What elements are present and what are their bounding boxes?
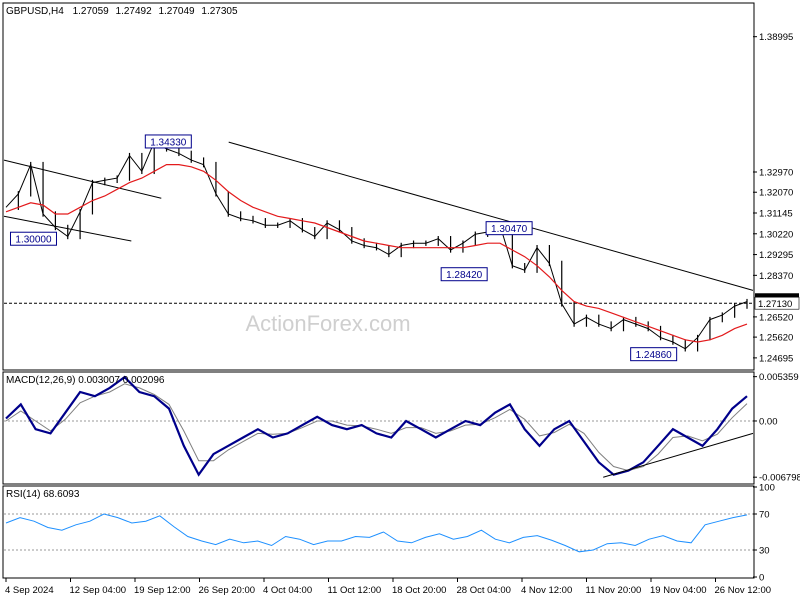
macd-title: MACD(12,26,9) 0.003007 0.002096 <box>6 375 165 386</box>
rsi-y-label: 30 <box>759 546 770 557</box>
macd-layer <box>4 375 754 478</box>
rsi-y-label: 0 <box>759 573 764 584</box>
annotation-label: 1.24860 <box>636 350 673 361</box>
annotation-label: 1.30000 <box>15 235 52 246</box>
x-tick-label: 28 Oct 04:00 <box>457 585 511 596</box>
price-layer: 1.34330 1.30000 1.28420 1.30470 1.24860 <box>3 134 754 362</box>
rsi-title: RSI(14) 68.6093 <box>6 489 80 500</box>
annotation-label: 1.34330 <box>150 137 187 148</box>
macd-y-label: 0.00 <box>759 416 778 427</box>
series-line-1 <box>5 164 748 343</box>
annotation-label: 1.30470 <box>491 224 528 235</box>
rsi-panel <box>2 485 755 579</box>
annotation-box <box>9 231 57 246</box>
macd-y-label: -0.006798 <box>759 473 800 484</box>
annotation-3: 1.30470 <box>485 221 533 236</box>
x-tick-label: 26 Sep 20:00 <box>199 585 256 596</box>
x-tick-label: 4 Sep 2024 <box>5 585 54 596</box>
ohlc-high: 1.27492 <box>116 6 153 17</box>
x-tick-label: 4 Oct 04:00 <box>263 585 312 596</box>
support-price-label: 1.27130 <box>758 299 792 310</box>
x-tick-label: 11 Nov 20:00 <box>586 585 642 596</box>
ohlc-low: 1.27049 <box>158 6 195 17</box>
symbol-label: GBPUSD,H4 <box>6 6 64 17</box>
series-line-0 <box>5 513 748 553</box>
annotation-label: 1.28420 <box>446 270 483 281</box>
ohlc-close: 1.27305 <box>201 6 238 17</box>
annotation-0: 1.34330 <box>144 134 192 149</box>
x-tick-label: 19 Nov 04:00 <box>650 585 707 596</box>
macd-panel <box>2 371 755 485</box>
watermark: ActionForex.com <box>245 311 410 336</box>
price-y-label: 1.28370 <box>759 271 793 282</box>
trendline-2 <box>228 141 754 291</box>
price-y-label: 1.29295 <box>759 250 793 261</box>
x-tick-label: 18 Oct 20:00 <box>392 585 446 596</box>
annotation-box <box>440 267 488 282</box>
ohlc-open: 1.27059 <box>73 6 110 17</box>
price-y-label: 1.24695 <box>759 353 793 364</box>
annotation-4: 1.24860 <box>630 347 678 362</box>
price-y-label: 1.30220 <box>759 229 793 240</box>
axis-layer: 1.38995 1.32970 1.32070 1.31145 1.30220 1.292… <box>5 32 800 596</box>
support-price-tag <box>754 296 800 310</box>
x-tick-label: 11 Oct 12:00 <box>328 585 382 596</box>
annotation-2: 1.28420 <box>440 267 488 282</box>
annotation-box <box>144 134 192 149</box>
price-y-label: 1.32970 <box>759 168 793 179</box>
x-tick-label: 4 Nov 12:00 <box>521 585 572 596</box>
price-y-label: 1.38995 <box>759 32 793 43</box>
annotation-box <box>485 221 533 236</box>
x-tick-label: 12 Sep 04:00 <box>70 585 127 596</box>
price-y-label: 1.26520 <box>759 312 793 323</box>
x-tick-label: 19 Sep 12:00 <box>134 585 191 596</box>
annotation-1: 1.30000 <box>9 231 57 246</box>
rsi-layer <box>4 513 753 553</box>
series-line-1 <box>5 383 748 472</box>
rsi-y-label: 70 <box>759 510 770 521</box>
series-line-0 <box>5 375 748 477</box>
series-line-0 <box>5 141 748 350</box>
price-title: GBPUSD,H4 1.27059 1.27492 1.27049 1.2730… <box>6 6 238 17</box>
macd-trendline <box>603 432 754 478</box>
price-y-label: 1.32070 <box>759 188 793 199</box>
macd-y-label: 0.005359 <box>759 372 799 383</box>
x-tick-label: 26 Nov 12:00 <box>715 585 772 596</box>
price-y-label: 1.31145 <box>759 209 793 220</box>
rsi-y-label: 100 <box>759 483 775 494</box>
annotation-box <box>630 347 678 362</box>
price-panel <box>2 2 755 371</box>
price-y-label: 1.25620 <box>759 333 793 344</box>
